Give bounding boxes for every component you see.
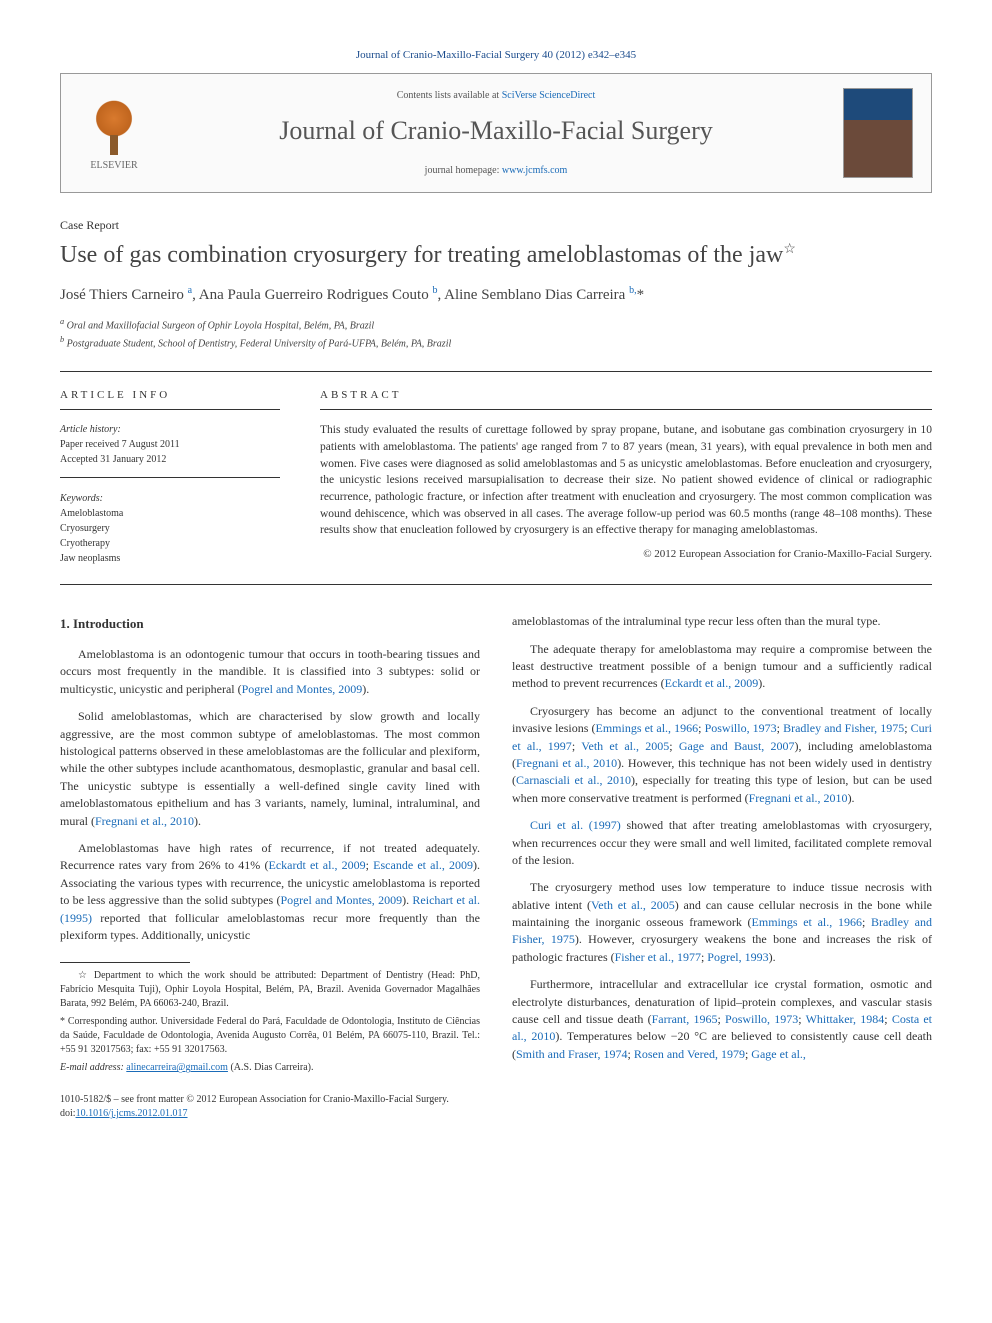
article-history-label: Article history: xyxy=(60,422,280,437)
article-info-label: ARTICLE INFO xyxy=(60,388,280,410)
article-body: 1. Introduction Ameloblastoma is an odon… xyxy=(60,613,932,1079)
homepage-label: journal homepage: xyxy=(425,165,502,176)
title-footnote-star: ☆ xyxy=(783,242,796,257)
body-paragraph: Cryosurgery has become an adjunct to the… xyxy=(512,703,932,807)
homepage-link[interactable]: www.jcmfs.com xyxy=(502,165,567,176)
journal-header: ELSEVIER Contents lists available at Sci… xyxy=(60,73,932,193)
doi-label: doi: xyxy=(60,1108,76,1119)
front-matter-line: 1010-5182/$ – see front matter © 2012 Eu… xyxy=(60,1093,932,1121)
sciencedirect-link[interactable]: SciVerse ScienceDirect xyxy=(502,90,596,101)
keywords-label: Keywords: xyxy=(60,492,280,506)
elsevier-label: ELSEVIER xyxy=(90,159,137,173)
body-paragraph: The cryosurgery method uses low temperat… xyxy=(512,879,932,966)
body-paragraph: The adequate therapy for ameloblastoma m… xyxy=(512,641,932,693)
body-paragraph: Ameloblastoma is an odontogenic tumour t… xyxy=(60,646,480,698)
authors-line: José Thiers Carneiro a, Ana Paula Guerre… xyxy=(60,284,932,306)
abstract-label: ABSTRACT xyxy=(320,388,932,410)
accepted-date: Accepted 31 January 2012 xyxy=(60,452,280,467)
body-paragraph: ameloblastomas of the intraluminal type … xyxy=(512,613,932,630)
article-type: Case Report xyxy=(60,217,932,234)
doi-link[interactable]: 10.1016/j.jcms.2012.01.017 xyxy=(76,1108,188,1119)
email-suffix: (A.S. Dias Carreira). xyxy=(228,1062,314,1073)
article-title: Use of gas combination cryosurgery for t… xyxy=(60,240,932,270)
body-paragraph: Solid ameloblastomas, which are characte… xyxy=(60,708,480,830)
footnote-corresponding: * Corresponding author. Universidade Fed… xyxy=(60,1015,480,1057)
journal-cover-thumbnail xyxy=(843,88,913,178)
footnotes: ☆ Department to which the work should be… xyxy=(60,969,480,1075)
affiliation-b: b Postgraduate Student, School of Dentis… xyxy=(60,334,932,351)
footnote-separator xyxy=(60,962,190,963)
journal-name: Journal of Cranio-Maxillo-Facial Surgery xyxy=(169,113,823,149)
title-text: Use of gas combination cryosurgery for t… xyxy=(60,242,783,268)
keyword: Cryotherapy xyxy=(60,536,280,551)
contents-available-line: Contents lists available at SciVerse Sci… xyxy=(169,89,823,103)
section-heading-intro: 1. Introduction xyxy=(60,615,480,634)
affiliation-a: a Oral and Maxillofacial Surgeon of Ophi… xyxy=(60,316,932,333)
footnote-email: E-mail address: alinecarreira@gmail.com … xyxy=(60,1061,480,1075)
elsevier-tree-icon xyxy=(90,99,138,155)
journal-reference: Journal of Cranio-Maxillo-Facial Surgery… xyxy=(60,48,932,63)
journal-homepage: journal homepage: www.jcmfs.com xyxy=(169,164,823,178)
contents-text: Contents lists available at xyxy=(397,90,502,101)
footnote-department: ☆ Department to which the work should be… xyxy=(60,969,480,1011)
keywords-list: Ameloblastoma Cryosurgery Cryotherapy Ja… xyxy=(60,506,280,566)
abstract-text: This study evaluated the results of cure… xyxy=(320,422,932,539)
front-matter-text: 1010-5182/$ – see front matter © 2012 Eu… xyxy=(60,1093,932,1107)
body-paragraph: Curi et al. (1997) showed that after tre… xyxy=(512,817,932,869)
email-label: E-mail address: xyxy=(60,1062,126,1073)
copyright: © 2012 European Association for Cranio-M… xyxy=(320,547,932,562)
keyword: Jaw neoplasms xyxy=(60,551,280,566)
body-paragraph: Furthermore, intracellular and extracell… xyxy=(512,976,932,1063)
elsevier-logo: ELSEVIER xyxy=(79,93,149,173)
affiliations: a Oral and Maxillofacial Surgeon of Ophi… xyxy=(60,316,932,351)
keyword: Ameloblastoma xyxy=(60,506,280,521)
corresponding-email-link[interactable]: alinecarreira@gmail.com xyxy=(126,1062,228,1073)
keyword: Cryosurgery xyxy=(60,521,280,536)
received-date: Paper received 7 August 2011 xyxy=(60,437,280,452)
body-paragraph: Ameloblastomas have high rates of recurr… xyxy=(60,840,480,944)
